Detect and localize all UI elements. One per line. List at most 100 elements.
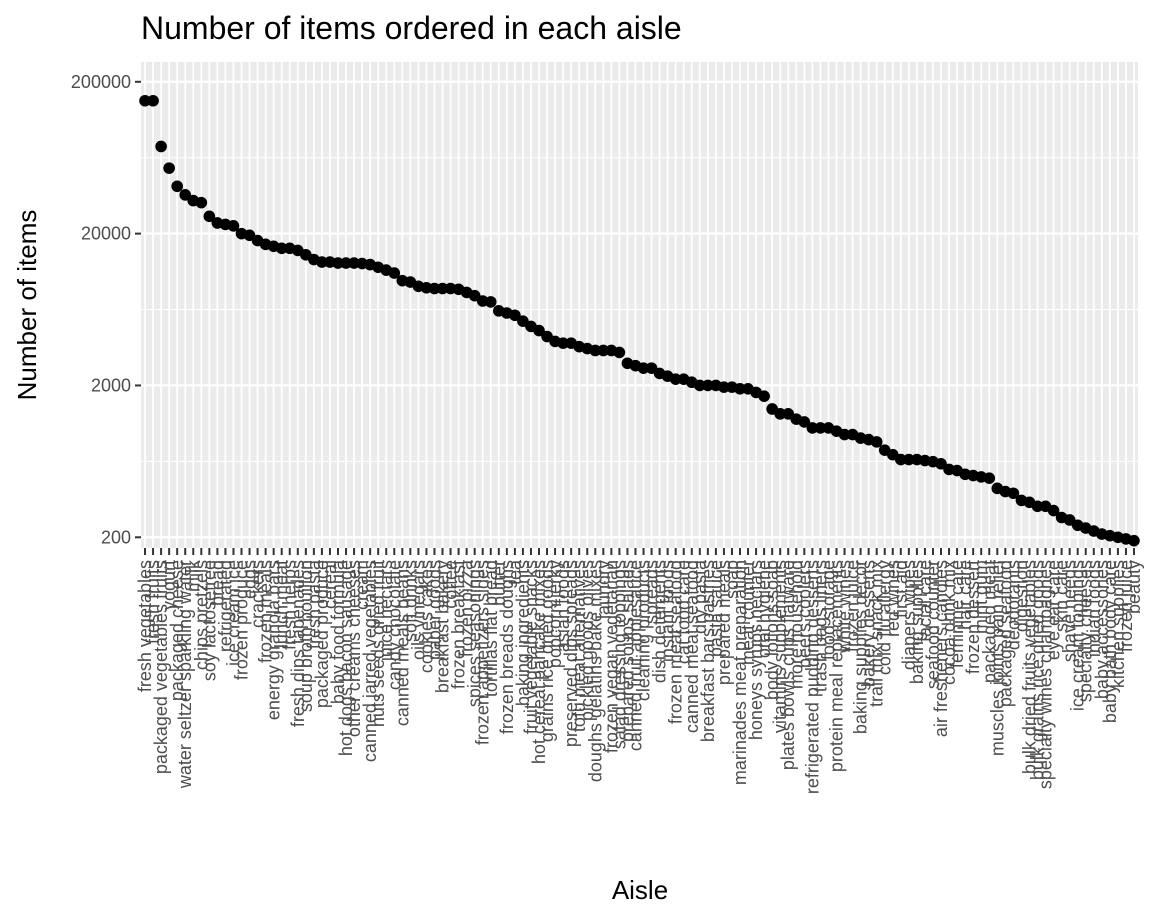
x-tick-label: laundry bbox=[593, 560, 613, 619]
data-point bbox=[316, 256, 328, 268]
x-tick-label: instant foods bbox=[658, 560, 678, 662]
x-tick-label: digestion bbox=[1011, 560, 1031, 632]
x-tick-label: frozen pizza bbox=[457, 559, 477, 657]
x-tick-label: nuts seeds dried fruit bbox=[368, 560, 388, 727]
y-major-gridlines bbox=[141, 80, 1138, 539]
x-tick-label: facial care bbox=[915, 560, 935, 642]
x-tick-label: plates bowls cups flatware bbox=[778, 560, 798, 770]
x-tick-label: frozen produce bbox=[232, 560, 252, 680]
x-tick-label: dry pasta bbox=[690, 559, 710, 634]
data-point bbox=[718, 381, 730, 393]
x-tick-label: chips pretzels bbox=[191, 560, 211, 670]
data-points bbox=[139, 94, 1140, 547]
x-tick-label: prepared meals bbox=[714, 560, 734, 685]
x-tick-label: marinades meat preparation bbox=[730, 560, 750, 785]
x-tick-label: baby accessories bbox=[1092, 560, 1112, 699]
x-tick-label: soup broth bouillon bbox=[296, 560, 316, 712]
x-tick-label: air fresheners candles bbox=[931, 560, 951, 737]
x-tick-label: canned fruit applesauce bbox=[625, 560, 645, 751]
x-tick-label: deodorants bbox=[1003, 560, 1023, 650]
x-tick-label: beers coolers bbox=[794, 560, 814, 668]
x-tick-label: skin care bbox=[1052, 560, 1072, 632]
x-tick-label: cocoa drink mix bbox=[939, 560, 959, 685]
x-tick-label: yogurt bbox=[159, 560, 179, 610]
x-tick-label: frozen juice bbox=[843, 560, 863, 652]
y-tick-label: 200 bbox=[101, 527, 131, 547]
data-point bbox=[597, 344, 610, 357]
data-point bbox=[509, 309, 521, 322]
y-minor-gridlines bbox=[141, 157, 1138, 462]
x-tick-label: mint gum bbox=[971, 560, 991, 634]
x-tick-label: red wines bbox=[883, 560, 903, 637]
x-tick-label: canned meals beans bbox=[392, 560, 412, 726]
data-point bbox=[179, 189, 192, 201]
x-tick-label: fresh dips tapenades bbox=[288, 560, 308, 727]
x-tick-label: trash bags liners bbox=[810, 560, 830, 692]
data-point bbox=[332, 257, 344, 269]
x-tick-label: specialty wines champagnes bbox=[1036, 560, 1056, 789]
x-tick-label: dish detergents bbox=[650, 560, 670, 683]
data-point bbox=[484, 296, 497, 308]
x-tick-label: packaged cheese bbox=[167, 560, 187, 701]
y-axis-title: Number of items bbox=[12, 210, 42, 401]
x-tick-label: meat counter bbox=[738, 560, 758, 665]
x-tick-label: baby food formula bbox=[328, 559, 348, 704]
x-tick-label: honeys syrups nectars bbox=[746, 560, 766, 740]
data-point bbox=[702, 379, 714, 392]
x-tick-label: preserved dips spreads bbox=[561, 560, 581, 747]
x-tick-label: fresh vegetables bbox=[135, 560, 155, 692]
x-tick-label: baby bath body care bbox=[1100, 560, 1120, 723]
x-tick-label: ice cream ice bbox=[223, 560, 243, 666]
x-tick-label: cream bbox=[352, 560, 372, 610]
data-point bbox=[637, 362, 650, 374]
x-gridlines bbox=[144, 62, 1135, 548]
data-point bbox=[669, 373, 682, 385]
x-tick-label: frozen breads doughs bbox=[497, 560, 517, 734]
y-tick-label: 200000 bbox=[71, 72, 131, 92]
data-point bbox=[1007, 487, 1020, 500]
x-tick-label: packaged seafood bbox=[995, 560, 1015, 707]
x-tick-label: spices seasonings bbox=[465, 560, 485, 707]
data-point bbox=[814, 422, 827, 434]
x-tick-label: cereal bbox=[320, 560, 340, 609]
x-tick-label: seafood counter bbox=[923, 560, 943, 689]
x-tick-label: bulk grains rice dried goods bbox=[1027, 560, 1047, 780]
data-point bbox=[163, 162, 175, 174]
x-tick-label: protein meal replacements bbox=[826, 560, 846, 772]
x-tick-label: breakfast bars pastries bbox=[698, 560, 718, 742]
x-tick-label: muscles joints pain relief bbox=[987, 559, 1007, 756]
x-tick-label: fresh herbs bbox=[280, 560, 300, 650]
y-tick-label: 20000 bbox=[81, 224, 131, 244]
x-tick-label: canned meat seafood bbox=[682, 560, 702, 733]
data-point bbox=[870, 436, 883, 448]
x-tick-label: water seltzer sparkling water bbox=[175, 560, 195, 789]
x-tick-label: white wines bbox=[835, 560, 855, 654]
x-tick-label: milk bbox=[183, 559, 203, 592]
x-tick-label: hot cereal pancake mixes bbox=[529, 560, 549, 764]
data-point bbox=[734, 383, 746, 395]
y-axis: 200 2000 20000 200000 bbox=[71, 72, 141, 547]
x-tick-label: tofu meat alternatives bbox=[569, 560, 589, 732]
data-point bbox=[227, 220, 240, 232]
x-tick-label: packaged vegetables fruits bbox=[151, 560, 171, 774]
data-point bbox=[203, 210, 216, 223]
x-tick-label: packaged produce bbox=[312, 560, 332, 708]
x-tick-label: soft drinks bbox=[400, 560, 420, 642]
y-tick-label: 2000 bbox=[91, 375, 131, 395]
x-tick-label: frozen appetizers sides bbox=[473, 560, 493, 745]
data-point bbox=[275, 242, 288, 255]
x-tick-label: candy chocolate bbox=[384, 560, 404, 690]
data-point bbox=[613, 346, 626, 359]
x-tick-label: spreads bbox=[642, 560, 662, 624]
x-tick-label: asian foods bbox=[553, 560, 573, 652]
x-tick-label: fresh pasta bbox=[304, 559, 324, 649]
data-point bbox=[139, 94, 151, 107]
x-tick-label: cold flu allergy bbox=[875, 560, 895, 675]
data-point bbox=[155, 140, 167, 153]
data-point bbox=[1031, 500, 1044, 513]
plot-panel bbox=[141, 62, 1138, 548]
data-point bbox=[388, 267, 401, 279]
x-tick-label: cleaning products bbox=[634, 560, 654, 701]
x-tick-label: shave needs bbox=[1060, 560, 1080, 662]
